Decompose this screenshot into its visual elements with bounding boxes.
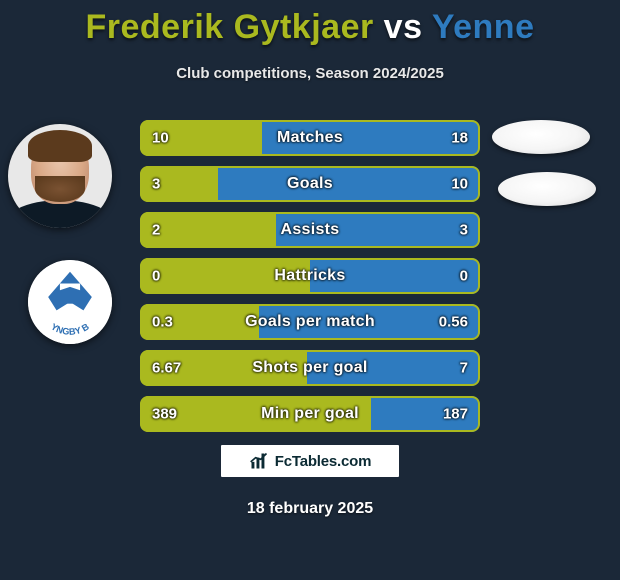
metric-label: Goals per match [245,313,375,331]
metric-label: Min per goal [261,405,359,423]
metric-bars: 1018Matches310Goals23Assists00Hattricks0… [140,120,480,442]
avatar-shirt [8,200,112,228]
metric-value-left: 10 [152,130,169,147]
player1-club-logo: YNGBY B [28,260,112,344]
metric-value-right: 18 [451,130,468,147]
metric-value-left: 389 [152,406,177,423]
footer-date: 18 february 2025 [247,500,373,518]
avatar-beard [35,176,85,202]
metric-value-right: 7 [460,360,468,377]
player2-avatar-placeholder [492,120,590,154]
metric-row: 0 0 Hattricks [140,258,480,294]
metric-value-right: 3 [460,222,468,239]
brand-text: FcTables.com [275,453,372,470]
metric-value-left: 2 [152,222,160,239]
metric-value-right: 0 [460,268,468,285]
metric-label: Goals [287,175,333,193]
club-logo-svg: YNGBY B [28,260,112,344]
player2-name: Yenne [432,8,535,46]
metric-value-left: 0 [152,268,160,285]
season-subtitle: Club competitions, Season 2024/2025 [0,65,620,82]
metric-row: 6.67 7 Shots per goal [140,350,480,386]
bar-right-fill [218,166,480,202]
metric-value-right: 187 [443,406,468,423]
avatar-hair [28,130,92,162]
player2-club-placeholder [498,172,596,206]
metric-label: Shots per goal [252,359,367,377]
metric-row: 2 3 Assists [140,212,480,248]
vs-label: vs [384,8,423,46]
metric-value-right: 0.56 [439,314,468,331]
metric-label: Hattricks [274,267,345,285]
metric-label: Assists [280,221,339,239]
brand-logo[interactable]: FcTables.com [220,444,400,478]
bar-left-fill [140,212,276,248]
chart-icon [249,451,269,471]
metric-label: Matches [277,129,343,147]
comparison-title: Frederik Gytkjaer vs Yenne [0,0,620,47]
metric-row: 389 187 Min per goal [140,396,480,432]
metric-value-left: 3 [152,176,160,193]
metric-value-right: 10 [451,176,468,193]
player1-name: Frederik Gytkjaer [86,8,374,46]
metric-row: 10 18 Matches [140,120,480,156]
metric-value-left: 0.3 [152,314,173,331]
metric-row: 3 10 Goals [140,166,480,202]
metric-value-left: 6.67 [152,360,181,377]
metric-row: 0.3 0.56 Goals per match [140,304,480,340]
player1-avatar [8,124,112,228]
